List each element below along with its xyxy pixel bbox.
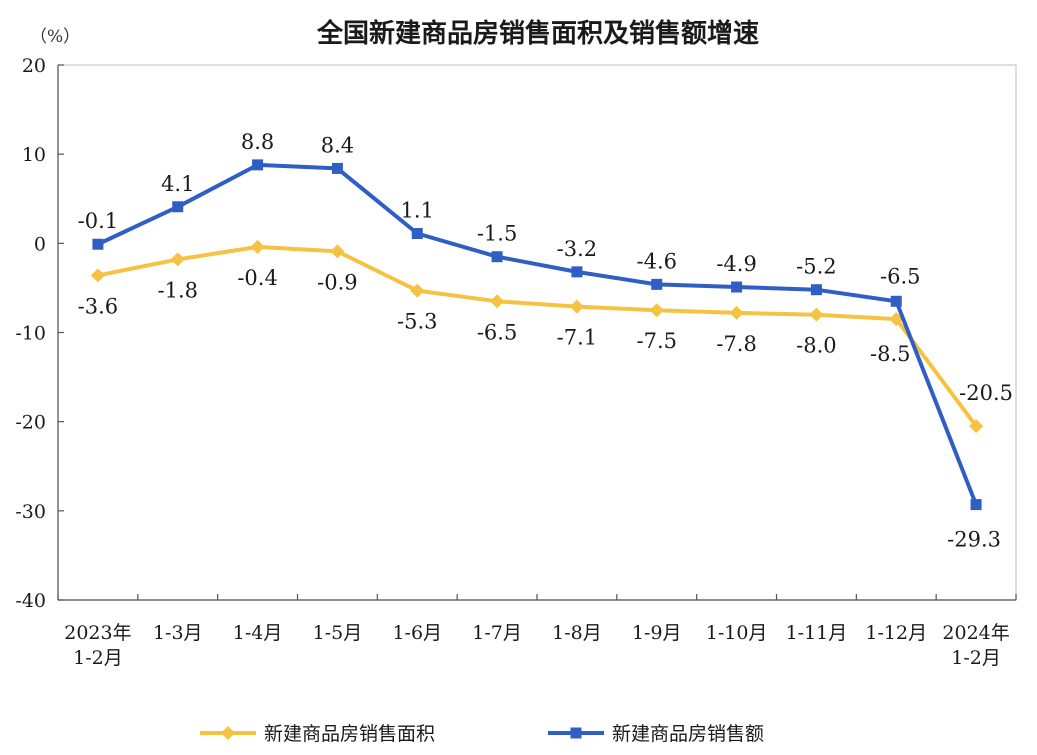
series-layer [90, 159, 984, 511]
series-line-1 [95, 244, 979, 429]
data-point [970, 499, 982, 511]
data-point [890, 295, 902, 307]
data-point [810, 284, 822, 296]
data-label: -7.8 [716, 332, 757, 356]
data-label: 8.8 [241, 130, 274, 154]
x-tick-label: 1-5月 [313, 622, 363, 644]
data-label: 1.1 [401, 199, 434, 223]
y-tick-label: 0 [34, 233, 46, 255]
data-point [252, 159, 264, 171]
data-point [92, 238, 104, 250]
data-point [330, 244, 345, 259]
data-label: -0.4 [237, 266, 278, 290]
data-label: -8.5 [870, 342, 911, 366]
data-point [731, 281, 743, 293]
data-label: -6.5 [880, 264, 921, 288]
data-point [411, 228, 423, 240]
data-label: 4.1 [161, 172, 194, 196]
data-label: -4.9 [716, 252, 757, 276]
legend-marker [570, 727, 582, 739]
data-label: -3.2 [557, 237, 598, 261]
data-label: -5.2 [796, 255, 837, 279]
x-tick-label: 1-4月 [233, 622, 283, 644]
data-point [649, 303, 664, 318]
data-point [571, 266, 583, 278]
y-tick-label: -20 [15, 412, 46, 434]
data-point [331, 162, 343, 174]
data-label: -0.1 [78, 209, 119, 233]
x-tick-label: 1-7月 [472, 622, 522, 644]
data-label: 8.4 [321, 133, 354, 157]
data-label: -7.5 [637, 329, 678, 353]
data-point [809, 307, 824, 322]
data-label: -8.0 [796, 334, 837, 358]
data-point [250, 239, 265, 254]
x-tick-label: 1-10月 [706, 622, 768, 644]
series-line-2 [95, 162, 979, 507]
data-labels: -3.6 -1.8 -0.4 -0.9 -5.3 -6.5 -7.1 -7.5 -7.8 -8.0… [78, 130, 1013, 552]
data-point [170, 252, 185, 267]
y-axis-ticks: 20 10 0 -10 -20 -30 -40 [15, 55, 64, 612]
legend-label: 新建商品房销售额 [612, 723, 764, 745]
x-tick-label: 1-11月 [786, 622, 848, 644]
data-point [490, 294, 505, 309]
plot-frame [57, 64, 1017, 601]
data-label: -20.5 [959, 381, 1013, 405]
x-axis-ticks: 2023年 1-2月 1-3月 1-4月 1-5月 1-6月 1-7月 1-8月 1-9月 1-1… [57, 594, 1017, 669]
data-point [651, 278, 663, 290]
data-label: -5.3 [397, 310, 438, 334]
data-point [969, 419, 984, 434]
data-label: -1.8 [158, 278, 199, 302]
data-point [172, 201, 184, 213]
x-tick-label: 1-9月 [632, 622, 682, 644]
y-axis-unit: （%） [30, 27, 80, 47]
legend: 新建商品房销售面积 新建商品房销售额 [200, 723, 764, 745]
x-tick-label: 1-8月 [552, 622, 602, 644]
data-label: -6.5 [477, 320, 518, 344]
data-label: -0.9 [317, 270, 358, 294]
x-tick-label: 1-3月 [153, 622, 203, 644]
x-tick-label: 1-12月 [865, 622, 927, 644]
y-tick-label: -30 [15, 501, 46, 523]
y-tick-label: -40 [15, 590, 46, 612]
x-tick-label: 2023年 [64, 622, 131, 644]
data-label: -29.3 [947, 528, 1001, 552]
data-label: -7.1 [557, 326, 598, 350]
data-point [889, 312, 904, 327]
y-tick-label: 20 [22, 55, 46, 77]
data-point [410, 283, 425, 298]
x-tick-label: 2024年 [942, 622, 1009, 644]
x-tick-label: 1-2月 [951, 647, 1001, 669]
legend-marker [221, 726, 235, 740]
data-point [729, 305, 744, 320]
x-tick-label: 1-6月 [392, 622, 442, 644]
y-tick-label: 10 [22, 144, 46, 166]
data-point [569, 299, 584, 314]
data-point [491, 251, 503, 263]
y-tick-label: -10 [15, 323, 46, 345]
data-point [90, 268, 105, 283]
x-tick-label: 1-2月 [73, 647, 123, 669]
legend-label: 新建商品房销售面积 [264, 723, 435, 745]
chart-title: 全国新建商品房销售面积及销售额增速 [316, 18, 759, 49]
data-label: -4.6 [637, 249, 678, 273]
data-label: -1.5 [477, 222, 518, 246]
data-label: -3.6 [78, 294, 119, 318]
